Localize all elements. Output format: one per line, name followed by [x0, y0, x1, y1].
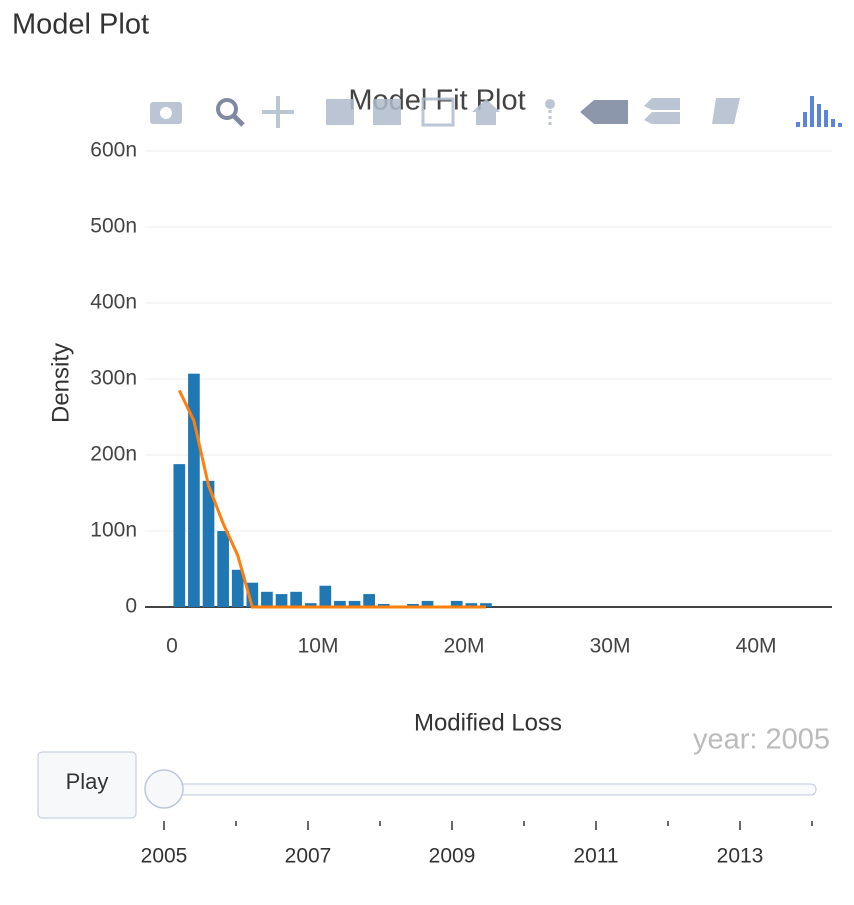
hover-closest-button[interactable] — [580, 100, 628, 124]
zoom-in-button[interactable] — [326, 99, 354, 125]
bar — [261, 591, 273, 607]
y-tick-label: 0 — [125, 595, 137, 618]
plotly-logo[interactable] — [796, 96, 842, 127]
slider-step-label[interactable]: 2007 — [285, 845, 332, 868]
modebar — [150, 96, 842, 128]
bar — [407, 603, 419, 607]
x-tick-label: 30M — [590, 635, 631, 658]
spike-button[interactable] — [545, 99, 555, 125]
x-tick-label: 0 — [166, 635, 178, 658]
x-tick-label: 20M — [444, 635, 485, 658]
bar — [377, 603, 390, 607]
zoom-out-button[interactable] — [373, 99, 401, 125]
slider-track[interactable] — [149, 783, 817, 796]
page-title: Model Plot — [12, 9, 149, 41]
play-button[interactable] — [37, 751, 137, 819]
y-axis-title: Density — [47, 343, 74, 423]
zoom-button[interactable] — [216, 98, 245, 127]
y-tick-label: 200n — [90, 443, 137, 466]
camera-button[interactable] — [150, 102, 182, 124]
pan-button[interactable] — [262, 96, 294, 128]
bar — [231, 569, 244, 607]
y-tick-label: 500n — [90, 215, 137, 238]
y-tick-label: 100n — [90, 519, 137, 542]
edit-button[interactable] — [712, 98, 740, 124]
fit-line — [177, 389, 486, 609]
play-button-label[interactable]: Play — [66, 769, 109, 794]
slider-step-label[interactable]: 2011 — [573, 845, 618, 868]
hover-compare-button[interactable] — [644, 98, 680, 124]
bar — [188, 373, 200, 607]
slider-step-label[interactable]: 2005 — [141, 845, 188, 868]
bar — [421, 600, 434, 607]
slider-current-value: year: 2005 — [693, 724, 830, 756]
autoscale-button[interactable] — [421, 97, 455, 127]
reset-button[interactable] — [472, 99, 500, 125]
x-axis-title: Modified Loss — [414, 709, 562, 736]
slider-step-label[interactable]: 2013 — [717, 845, 764, 868]
bar — [290, 591, 302, 607]
bar — [319, 585, 332, 607]
bar — [450, 600, 463, 607]
x-tick-label: 10M — [298, 635, 339, 658]
bar — [202, 480, 215, 607]
x-tick-label: 40M — [736, 635, 777, 658]
y-tick-label: 400n — [90, 291, 137, 314]
bar — [480, 603, 492, 607]
plot-area — [145, 150, 832, 609]
y-tick-label: 600n — [90, 139, 137, 162]
bar — [363, 594, 375, 607]
bar — [304, 603, 317, 607]
slider-handle[interactable] — [144, 769, 184, 809]
y-tick-label: 300n — [90, 367, 137, 390]
bar — [246, 582, 259, 607]
bar — [173, 464, 186, 607]
bar — [217, 531, 229, 607]
bar — [334, 600, 346, 607]
bar — [465, 603, 478, 607]
bar — [275, 594, 288, 607]
bar — [348, 600, 361, 607]
slider-step-label[interactable]: 2009 — [429, 845, 476, 868]
